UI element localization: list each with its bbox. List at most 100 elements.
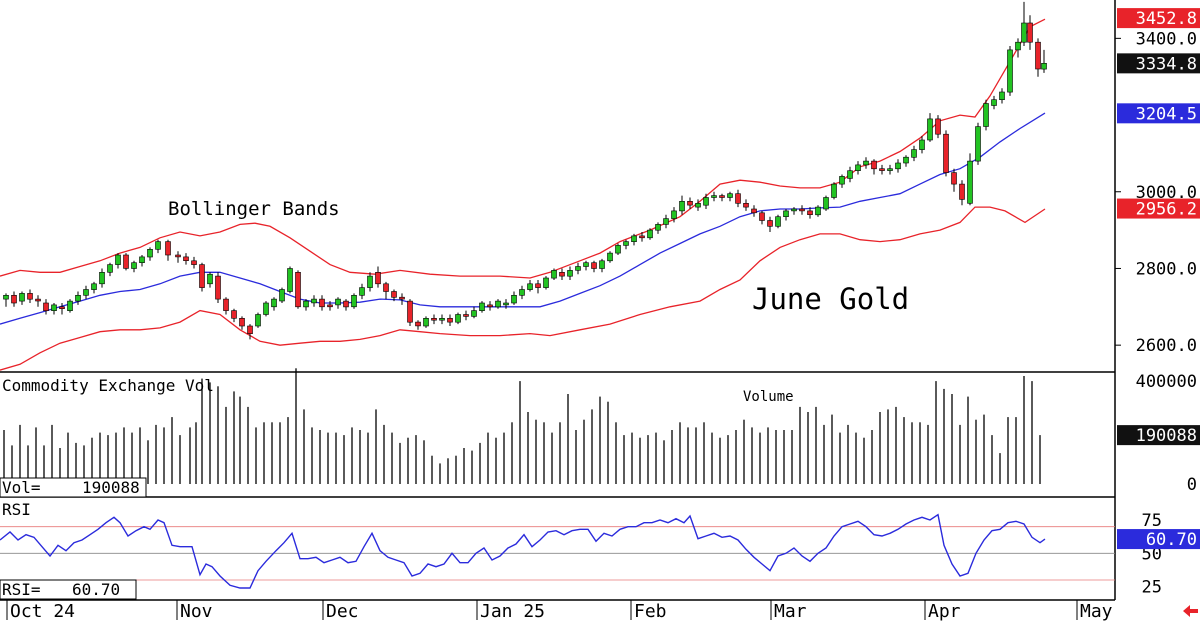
candle-body-up [351, 294, 357, 308]
candle [463, 310, 469, 321]
candle-body-up [139, 256, 145, 263]
candle-body-up [903, 156, 909, 164]
candle [503, 299, 509, 309]
candle-body-up [271, 298, 277, 308]
candle [287, 266, 293, 294]
candle-body-up [863, 160, 869, 166]
candle [879, 164, 885, 175]
candle-body-up [927, 118, 933, 141]
upper-bollinger-band [0, 18, 1046, 279]
candle-body-up [359, 287, 365, 296]
price-tick-label: 2600.0 [1136, 336, 1197, 356]
candle [703, 193, 709, 209]
candle-body-up [115, 254, 121, 265]
candle [743, 199, 749, 211]
candle-body-up [527, 283, 533, 290]
candle-body-down [165, 241, 171, 256]
candle [567, 266, 573, 280]
candle-body-up [655, 224, 661, 231]
candle [183, 253, 189, 265]
candle [43, 299, 49, 315]
candle [447, 314, 453, 326]
candle [695, 199, 701, 211]
volume-axis-labels: 0 400000 [1136, 372, 1197, 495]
candle-body-up [423, 317, 429, 327]
candle-body-down [35, 298, 41, 302]
candle-body-down [295, 271, 301, 308]
candle-body-up [703, 197, 709, 206]
candle [847, 166, 853, 183]
candle [951, 168, 957, 192]
candle-body-up [99, 271, 105, 285]
volume-panel: Commodity Exchange Vol Volume Vol= 19008… [0, 368, 1200, 498]
candle-body-up [303, 300, 309, 308]
candle-body-up [1021, 22, 1027, 43]
candle [255, 312, 261, 328]
candle [527, 280, 533, 292]
candle-body-up [495, 300, 501, 308]
candle-body-up [131, 262, 137, 269]
candle-body-up [455, 314, 461, 323]
candle [131, 260, 137, 273]
candle-body-up [83, 289, 89, 296]
candle [487, 301, 493, 311]
candle [543, 276, 549, 290]
candle [671, 207, 677, 223]
panel-frames [0, 0, 1116, 601]
candle [727, 191, 733, 202]
candle-body-up [911, 149, 917, 158]
candle [399, 293, 405, 305]
candle [165, 239, 171, 261]
candle [759, 210, 765, 225]
candle-body-up [471, 310, 477, 317]
candle [139, 255, 145, 267]
candle-body-up [503, 302, 509, 306]
x-tick-label: Feb [634, 601, 667, 622]
candle [799, 205, 805, 215]
candle-body-up [815, 206, 821, 216]
candle [815, 205, 821, 217]
candle [967, 153, 973, 206]
candle-body-up [107, 264, 113, 273]
candle-body-down [807, 210, 813, 215]
candle [191, 256, 197, 269]
price-tag-box [1117, 8, 1200, 29]
candle [495, 299, 501, 309]
candle-body-up [1007, 49, 1013, 93]
candle [623, 239, 629, 250]
rsi-tick-label: 75 [1142, 511, 1162, 531]
candle [479, 301, 485, 313]
candle-body-down [223, 298, 229, 311]
candle [343, 299, 349, 311]
candle-body-up [207, 273, 213, 285]
candle-body-down [559, 271, 565, 277]
rsi-tick-label: 25 [1142, 578, 1162, 598]
candlesticks [3, 1, 1047, 340]
candle [575, 262, 581, 275]
candle-body-down [27, 293, 33, 300]
scroll-left-arrow-icon[interactable] [1183, 605, 1198, 617]
x-tick-label: Apr [928, 601, 961, 622]
candle-body-down [431, 317, 437, 321]
candle [519, 285, 525, 300]
rsi-readout-box [0, 579, 137, 600]
rsi-line [0, 513, 1046, 589]
candle-body-up [823, 197, 829, 210]
candle-body-up [263, 302, 269, 315]
candle [895, 159, 901, 173]
rsi-tag-label: 60.70 [1146, 530, 1197, 550]
candle [115, 253, 121, 269]
candle [83, 285, 89, 300]
candle-body-up [51, 304, 57, 311]
candle-body-up [311, 298, 317, 304]
candle-body-up [67, 300, 73, 312]
candle-body-down [959, 183, 965, 200]
candle [1035, 38, 1041, 77]
candle [927, 113, 933, 142]
candle-body-down [1027, 22, 1033, 43]
bollinger-bands-annotation: Bollinger Bands [168, 198, 340, 220]
price-tag-label: 3204.5 [1136, 104, 1197, 124]
candle-body-down [391, 291, 397, 298]
price-tag-box [1117, 53, 1200, 74]
candle-body-up [567, 270, 573, 277]
